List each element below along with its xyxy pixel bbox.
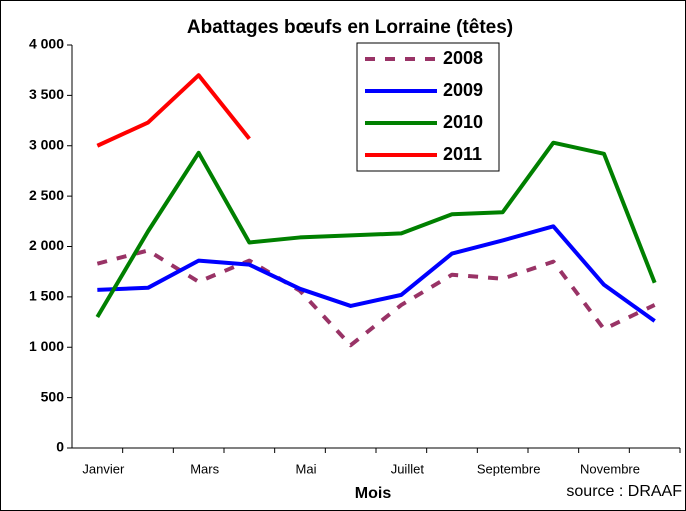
y-tick-label: 500 <box>41 388 65 404</box>
y-tick-label: 1 500 <box>29 288 64 304</box>
y-tick-label: 0 <box>56 439 64 455</box>
legend-label: 2008 <box>443 48 483 68</box>
series-line <box>97 224 656 323</box>
annotation: source : DRAAF <box>566 483 682 500</box>
legend-label: 2010 <box>443 112 483 132</box>
series-line <box>96 73 251 148</box>
x-tick-label: Janvier <box>82 461 125 476</box>
y-tick-label: 1 000 <box>29 338 64 354</box>
series-line <box>96 248 656 348</box>
x-tick-label: Mars <box>190 461 219 476</box>
x-tick-label: Novembre <box>580 461 640 476</box>
y-tick-label: 3 000 <box>29 136 64 152</box>
x-tick-label: Juillet <box>391 461 425 476</box>
y-tick-label: 2 500 <box>29 187 64 203</box>
x-tick-label: Mai <box>296 461 317 476</box>
chart-title: Abattages bœufs en Lorraine (têtes) <box>187 17 513 38</box>
x-axis-label: Mois <box>355 485 392 502</box>
y-tick-label: 3 500 <box>29 86 64 102</box>
legend-label: 2011 <box>443 144 482 164</box>
y-tick-label: 4 000 <box>29 36 64 52</box>
y-tick-label: 2 000 <box>29 237 64 253</box>
x-tick-label: Septembre <box>477 461 541 476</box>
legend-box <box>356 42 500 172</box>
legend-label: 2009 <box>443 80 483 100</box>
series-line <box>95 140 657 319</box>
